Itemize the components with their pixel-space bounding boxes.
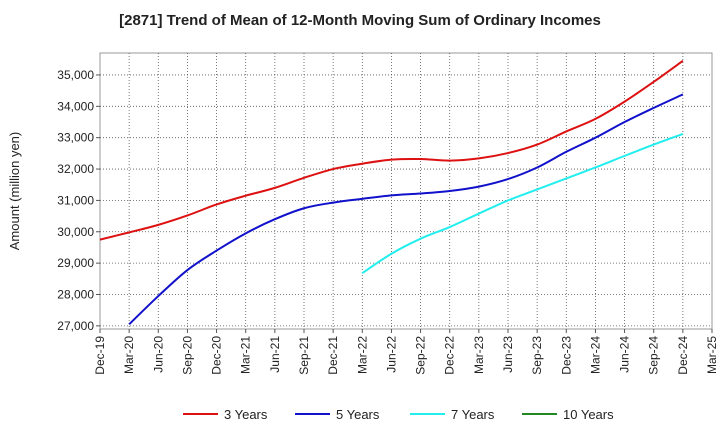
x-tick-label: Jun-20 xyxy=(151,336,165,373)
x-tick-label: Mar-20 xyxy=(122,336,136,374)
x-tick-label: Sep-20 xyxy=(180,336,194,375)
x-tick-label: Mar-21 xyxy=(239,336,253,374)
x-tick-label: Mar-24 xyxy=(588,336,602,374)
x-tick-label: Jun-23 xyxy=(501,336,515,373)
legend-label-5-years: 5 Years xyxy=(336,407,380,422)
x-tick-label: Jun-22 xyxy=(384,336,398,373)
x-tick-label: Dec-22 xyxy=(443,336,457,375)
x-tick-label: Dec-24 xyxy=(676,336,690,375)
horizontal-gridlines xyxy=(100,74,712,327)
series-line-3-years xyxy=(99,60,684,241)
series-line-7-years xyxy=(361,132,684,275)
y-axis-label: Amount (million yen) xyxy=(7,132,22,251)
legend-label-10-years: 10 Years xyxy=(563,407,614,422)
legend-label-3-years: 3 Years xyxy=(224,407,268,422)
x-tick-label: Mar-25 xyxy=(705,336,719,374)
chart-title: [2871] Trend of Mean of 12-Month Moving … xyxy=(119,12,601,29)
y-tick-label: 30,000 xyxy=(57,225,94,239)
x-tick-label: Dec-19 xyxy=(93,336,107,375)
x-tick-label: Dec-20 xyxy=(210,336,224,375)
y-tick-label: 28,000 xyxy=(57,288,94,302)
x-tick-label: Sep-23 xyxy=(530,336,544,375)
y-tick-label: 31,000 xyxy=(57,193,94,207)
y-tick-label: 33,000 xyxy=(57,131,94,145)
y-tick-label: 27,000 xyxy=(57,319,94,333)
series-lines xyxy=(99,60,684,326)
x-tick-label: Mar-23 xyxy=(472,336,486,374)
x-tick-label: Sep-22 xyxy=(414,336,428,375)
legend-label-7-years: 7 Years xyxy=(451,407,495,422)
x-tick-label: Jun-21 xyxy=(268,336,282,373)
y-tick-label: 29,000 xyxy=(57,256,94,270)
series-line-5-years xyxy=(128,93,684,326)
x-tick-label: Dec-23 xyxy=(559,336,573,375)
legend: 3 Years 5 Years 7 Years 10 Years xyxy=(183,407,614,422)
vertical-gridlines xyxy=(128,53,684,329)
x-axis-ticks: Dec-19 Mar-20 Jun-20 Sep-20 Dec-20 Mar-21 Jun-… xyxy=(93,329,719,375)
y-tick-label: 34,000 xyxy=(57,99,94,113)
y-tick-label: 32,000 xyxy=(57,162,94,176)
x-tick-label: Sep-24 xyxy=(647,336,661,375)
y-tick-label: 35,000 xyxy=(57,68,94,82)
y-axis-ticks: 27,000 28,000 29,000 30,000 31,000 32,000 33,0… xyxy=(57,68,100,333)
x-tick-label: Jun-24 xyxy=(618,336,632,373)
plot-area xyxy=(99,52,713,330)
x-tick-label: Mar-22 xyxy=(355,336,369,374)
x-tick-label: Sep-21 xyxy=(297,336,311,375)
x-tick-label: Dec-21 xyxy=(326,336,340,375)
